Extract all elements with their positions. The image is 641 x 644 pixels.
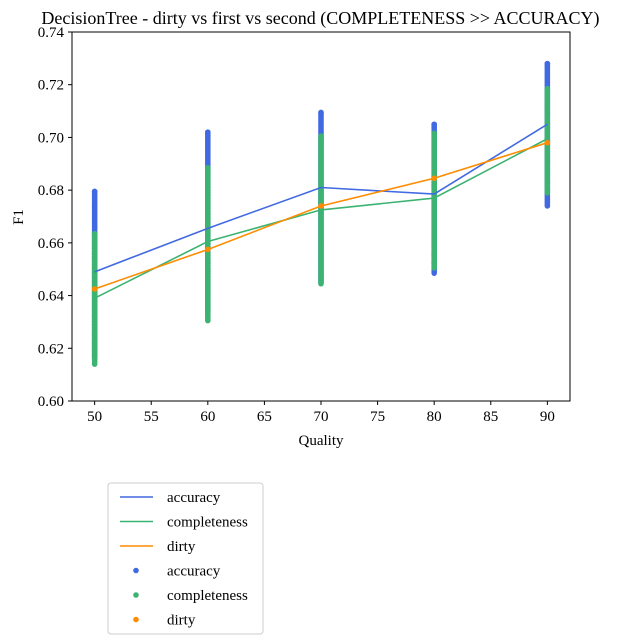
chart-title: DecisionTree - dirty vs first vs second …	[41, 8, 599, 29]
x-tick-label: 60	[200, 409, 215, 425]
y-tick-label: 0.72	[38, 78, 64, 94]
x-tick-label: 80	[427, 409, 442, 425]
series-line-dirty	[94, 141, 548, 290]
series-line-completeness	[94, 138, 548, 299]
y-tick-label: 0.62	[38, 341, 64, 357]
scatter-point-completeness	[91, 230, 98, 237]
scatter-point-accuracy	[318, 109, 324, 116]
y-tick-label: 0.60	[38, 394, 64, 410]
scatter-point-completeness	[318, 133, 324, 139]
y-tick-label: 0.74	[38, 25, 65, 41]
scatter-point-completeness	[431, 130, 437, 137]
x-tick-label: 65	[257, 409, 272, 425]
scatter-point-completeness	[205, 164, 211, 171]
x-tick-label: 70	[314, 409, 329, 425]
y-tick-label: 0.66	[38, 236, 65, 252]
legend-label-accuracy: accuracy	[167, 564, 221, 580]
y-axis: 0.60 0.62 0.64 0.66 0.68 0.70 0.72 0.74	[38, 25, 72, 410]
legend-label-dirty: dirty	[167, 613, 196, 629]
scatter-point-accuracy	[91, 188, 98, 195]
legend-swatch-point-dirty	[133, 616, 139, 623]
x-tick-label: 85	[483, 409, 498, 425]
scatter-point-completeness	[544, 85, 551, 92]
x-tick-label: 90	[540, 409, 555, 425]
x-tick-label: 50	[87, 409, 102, 425]
legend-swatch-point-accuracy	[133, 567, 139, 574]
legend-swatch-point-completeness	[133, 592, 139, 598]
legend: accuracy completeness dirty accuracy complet…	[107, 482, 264, 635]
y-tick-label: 0.68	[38, 183, 64, 199]
x-tick-label: 75	[370, 409, 385, 425]
x-axis-label: Quality	[299, 433, 344, 449]
plot-layer	[91, 60, 551, 367]
legend-label-accuracy: accuracy	[167, 490, 221, 506]
y-axis-label: F1	[11, 209, 27, 225]
legend-label-dirty: dirty	[167, 539, 196, 555]
y-tick-label: 0.64	[38, 289, 65, 305]
legend-label-completeness: completeness	[167, 588, 248, 604]
x-axis: 50 55 60 65 70 75 80 85 90	[87, 401, 555, 425]
scatter-point-accuracy	[431, 121, 437, 128]
series-line-accuracy	[94, 123, 548, 273]
y-tick-label: 0.70	[38, 130, 64, 146]
scatter-point-accuracy	[544, 60, 551, 67]
scatter-point-accuracy	[205, 129, 211, 135]
scatter-point-dirty	[91, 286, 98, 292]
legend-label-completeness: completeness	[167, 515, 248, 531]
x-tick-label: 55	[144, 409, 159, 425]
